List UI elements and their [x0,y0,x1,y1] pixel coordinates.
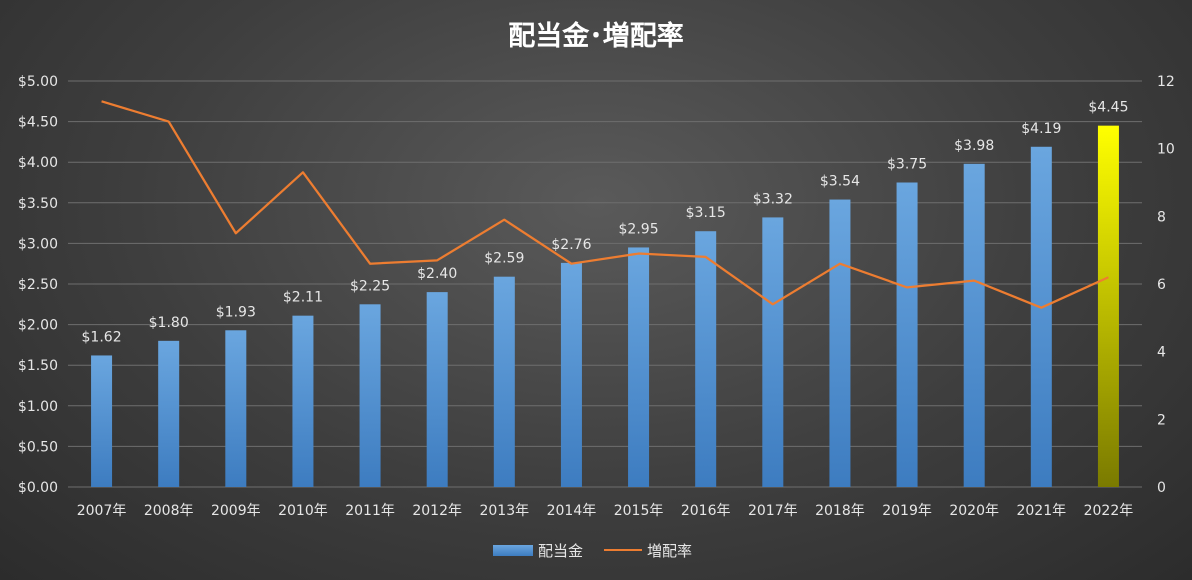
right-axis-tick-label: 12 [1157,74,1175,90]
left-axis-tick-label: $1.00 [18,399,58,415]
bar-highlighted [1097,125,1119,487]
legend-label-line: 増配率 [647,542,692,560]
right-axis-tick-label: 0 [1157,480,1166,496]
gridlines [68,80,1142,488]
x-axis-tick-label: 2017年 [748,503,798,519]
left-axis-tick-label: $0.00 [18,480,58,496]
legend: 配当金 増配率 [493,542,692,560]
bar [1030,146,1052,487]
bar [560,262,582,487]
left-axis-tick-label: $5.00 [18,74,58,90]
bar-data-label: $4.19 [1021,121,1061,137]
right-axis-tick-label: 8 [1157,209,1166,225]
bar [493,276,515,487]
x-axis-tick-label: 2008年 [144,503,194,519]
legend-label-bar: 配当金 [538,542,583,560]
bar [695,231,717,487]
bar [829,199,851,487]
chart-title: 配当金･増配率 [508,20,684,52]
bar-data-label: $2.11 [283,290,323,306]
left-axis-tick-label: $2.50 [18,277,58,293]
bar [158,340,180,487]
x-axis-tick-label: 2007年 [77,503,127,519]
bar [762,217,784,487]
bar-data-label: $2.40 [417,266,457,282]
bar-data-label: $2.25 [350,278,390,294]
bar-data-label: $2.59 [484,251,524,267]
bar-data-label: $3.54 [820,174,860,190]
left-axis-tick-label: $4.50 [18,115,58,131]
x-axis-tick-label: 2018年 [815,503,865,519]
bar [628,247,650,487]
x-axis-tick-label: 2013年 [479,503,529,519]
left-axis-tick-label: $3.50 [18,196,58,212]
right-axis-tick-label: 4 [1157,345,1166,361]
x-axis-tick-label: 2016年 [681,503,731,519]
x-axis-tick-label: 2021年 [1016,503,1066,519]
bar [963,163,985,487]
bar-data-label: $4.45 [1088,100,1128,116]
bar-data-label: $1.62 [82,329,122,345]
bar-data-label: $1.80 [149,315,189,331]
bar-data-label: $3.98 [954,138,994,154]
left-axis-tick-label: $4.00 [18,155,58,171]
bar-data-label: $3.15 [686,205,726,221]
x-axis-tick-label: 2020年 [949,503,999,519]
right-axis-tick-label: 10 [1157,142,1175,158]
left-axis-tick-label: $3.00 [18,236,58,252]
growth-rate-line [101,100,1109,309]
bar [91,355,113,487]
x-axis-tick-label: 2014年 [547,503,597,519]
bar-data-label: $3.75 [887,157,927,173]
data-labels: $1.62 $1.80 $1.93 $2.11 $2.25 $2.40 $2.59 $2.76… [82,100,1129,346]
bar-series [91,125,1119,487]
line-series [101,100,1109,309]
x-axis-tick-label: 2009年 [211,503,261,519]
bar [426,292,448,487]
left-axis-tick-label: $1.50 [18,358,58,374]
x-axis-tick-label: 2011年 [345,503,395,519]
right-axis-tick-label: 6 [1157,277,1166,293]
x-axis-tick-label: 2012年 [412,503,462,519]
x-axis: 2007年 2008年 2009年 2010年 2011年 2012年 2013年 2014年… [77,503,1134,519]
legend-swatch-bar [493,545,533,556]
x-axis-tick-label: 2019年 [882,503,932,519]
x-axis-tick-label: 2010年 [278,503,328,519]
bar-data-label: $1.93 [216,304,256,320]
right-axis-tick-label: 2 [1157,412,1166,428]
bar [896,182,918,487]
bar [225,330,247,487]
bar-data-label: $2.95 [619,221,659,237]
left-axis-tick-label: $2.00 [18,318,58,334]
bar [292,315,314,487]
x-axis-tick-label: 2022年 [1084,503,1134,519]
left-axis: $0.00 $0.50 $1.00 $1.50 $2.00 $2.50 $3.00 $3.50… [18,74,58,496]
right-axis: 0 2 4 6 8 10 12 [1157,74,1175,496]
bar-data-label: $2.76 [551,237,591,253]
bar-data-label: $3.32 [753,191,793,207]
left-axis-tick-label: $0.50 [18,439,58,455]
x-axis-tick-label: 2015年 [614,503,664,519]
bar [359,304,381,487]
